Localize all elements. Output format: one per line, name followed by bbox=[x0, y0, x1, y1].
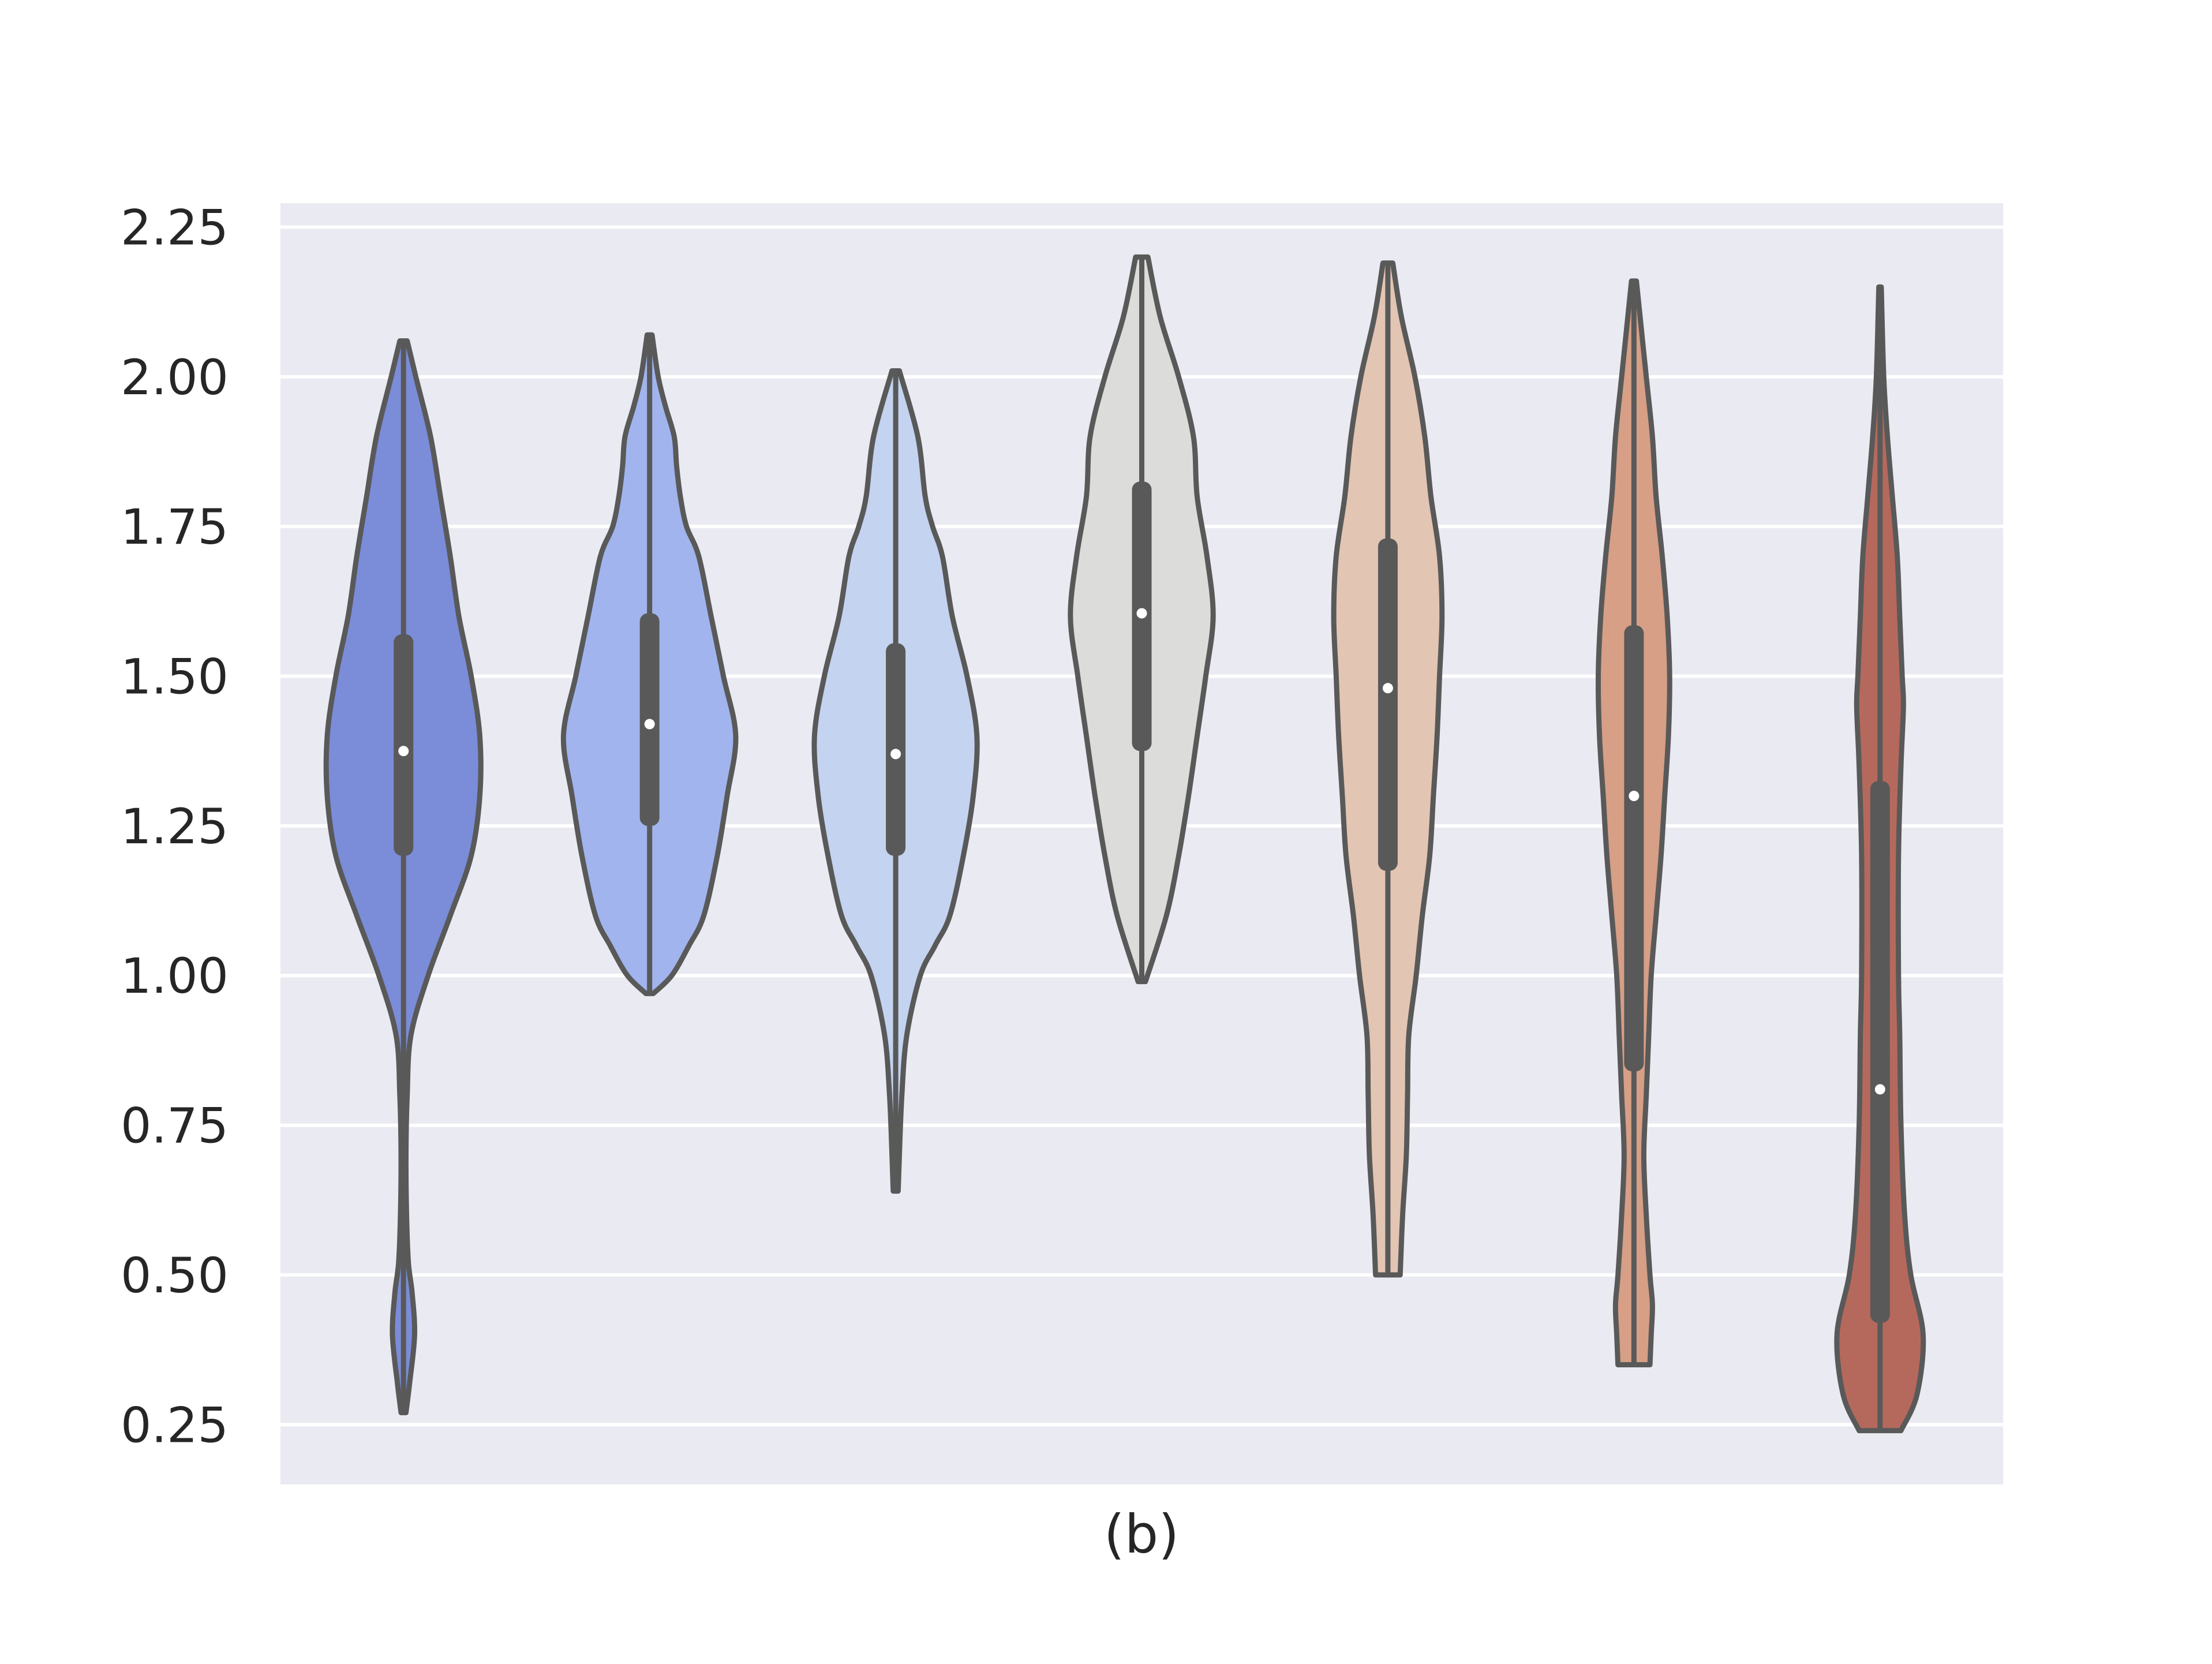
violin-group bbox=[323, 338, 484, 1416]
violin-median-dot bbox=[1136, 608, 1147, 619]
violin-median-dot bbox=[1874, 1084, 1885, 1095]
y-tick-labels: 0.25 0.50 0.75 1.00 1.25 1.50 1.75 2.00 2.25 bbox=[121, 199, 229, 1453]
violin-median-dot bbox=[1629, 791, 1640, 802]
violin-iqr-box bbox=[1870, 781, 1890, 1323]
violin-group bbox=[1834, 284, 1926, 1434]
y-tick-label: 0.25 bbox=[121, 1397, 229, 1453]
violin-iqr-box bbox=[1624, 625, 1644, 1072]
violin-median-dot bbox=[1382, 683, 1393, 694]
y-tick-label: 1.50 bbox=[121, 649, 229, 705]
y-tick-label: 1.00 bbox=[121, 948, 229, 1004]
violin-median-dot bbox=[398, 746, 409, 757]
violin-group bbox=[1595, 278, 1672, 1368]
y-tick-label: 0.50 bbox=[121, 1247, 229, 1304]
violins bbox=[323, 254, 1926, 1434]
violin-iqr-box bbox=[1378, 538, 1398, 871]
violin-median-dot bbox=[890, 749, 901, 760]
x-axis-label: (b) bbox=[1104, 1504, 1179, 1565]
violin-group bbox=[560, 332, 739, 996]
y-tick-label: 2.25 bbox=[121, 199, 229, 256]
violin-group bbox=[1068, 254, 1216, 985]
violin-group bbox=[1331, 260, 1445, 1278]
y-tick-label: 1.25 bbox=[121, 798, 229, 855]
violin-iqr-box bbox=[394, 634, 414, 856]
y-tick-label: 2.00 bbox=[121, 349, 229, 406]
y-tick-label: 1.75 bbox=[121, 499, 229, 555]
y-tick-label: 0.75 bbox=[121, 1098, 229, 1154]
violin-group bbox=[811, 368, 980, 1194]
violin-median-dot bbox=[644, 719, 655, 730]
